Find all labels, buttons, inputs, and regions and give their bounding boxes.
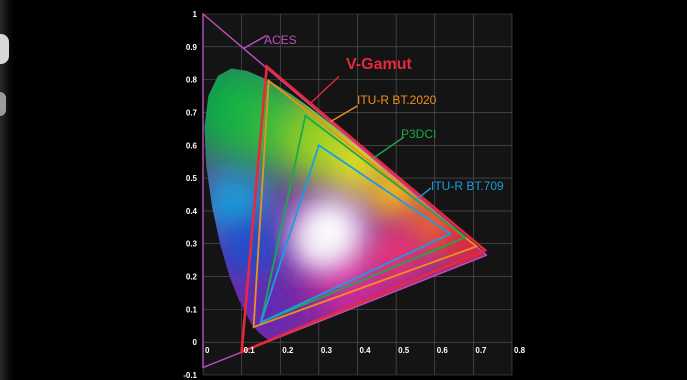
y-tick-label: 0.8 bbox=[186, 76, 198, 85]
x-tick-label: 0 bbox=[205, 346, 210, 355]
x-tick-label: 0.5 bbox=[398, 346, 410, 355]
label-itu-r-bt-709: ITU-R BT.709 bbox=[431, 179, 504, 193]
leader-itu-r-bt-2020 bbox=[330, 105, 358, 123]
series-itu-r-bt-709 bbox=[259, 143, 453, 325]
series-v-gamut bbox=[240, 63, 488, 355]
x-tick-label: 0.8 bbox=[514, 346, 526, 355]
photo-highlight bbox=[0, 92, 6, 116]
y-tick-label: 0.2 bbox=[186, 273, 198, 282]
label-p3dci: P3DCI bbox=[401, 127, 436, 141]
photo-edge-left bbox=[0, 0, 14, 380]
series-p3dci bbox=[259, 114, 468, 324]
x-tick-label: 0.3 bbox=[321, 346, 333, 355]
x-tick-label: 0.6 bbox=[437, 346, 449, 355]
leader-v-gamut bbox=[310, 75, 340, 104]
x-tick-label: 0.1 bbox=[244, 346, 256, 355]
y-tick-label: 0.4 bbox=[186, 207, 198, 216]
x-tick-label: 0.2 bbox=[282, 346, 294, 355]
series-aces bbox=[202, 12, 488, 369]
y-tick-label: 1 bbox=[193, 10, 198, 19]
y-tick-label: 0 bbox=[193, 338, 198, 347]
y-tick-label: 0.7 bbox=[186, 108, 198, 117]
y-tick-label: -0.1 bbox=[183, 371, 197, 380]
annotation-labels: ACES V-Gamut ITU-R BT.2020 P3DCI ITU-R BT.70… bbox=[264, 33, 504, 193]
gamut-series bbox=[202, 12, 488, 369]
y-tick-label: 0.9 bbox=[186, 43, 198, 52]
x-tick-label: 0.7 bbox=[475, 346, 487, 355]
label-v-gamut: V-Gamut bbox=[346, 56, 412, 73]
annotation-leaders bbox=[243, 34, 432, 201]
x-tick-label: 0.4 bbox=[360, 346, 372, 355]
y-tick-label: 0.3 bbox=[186, 240, 198, 249]
leader-aces bbox=[243, 34, 268, 50]
y-tick-label: 0.1 bbox=[186, 305, 198, 314]
leader-p3dci bbox=[372, 136, 405, 159]
series-itu-r-bt-2020 bbox=[252, 78, 479, 329]
y-tick-label: 0.5 bbox=[186, 174, 198, 183]
label-aces: ACES bbox=[264, 33, 297, 47]
axis-ticks: 0 0.1 0.2 0.3 0.4 0.5 0.6 0.7 0.8 1 0.9 0.8 0.7 0.6 0.… bbox=[183, 10, 525, 380]
leader-itu-r-bt-709 bbox=[414, 187, 432, 201]
photo-highlight bbox=[0, 34, 9, 64]
y-tick-label: 0.6 bbox=[186, 141, 198, 150]
locus-color-blend bbox=[296, 221, 341, 266]
label-itu-r-bt-2020: ITU-R BT.2020 bbox=[357, 93, 437, 107]
